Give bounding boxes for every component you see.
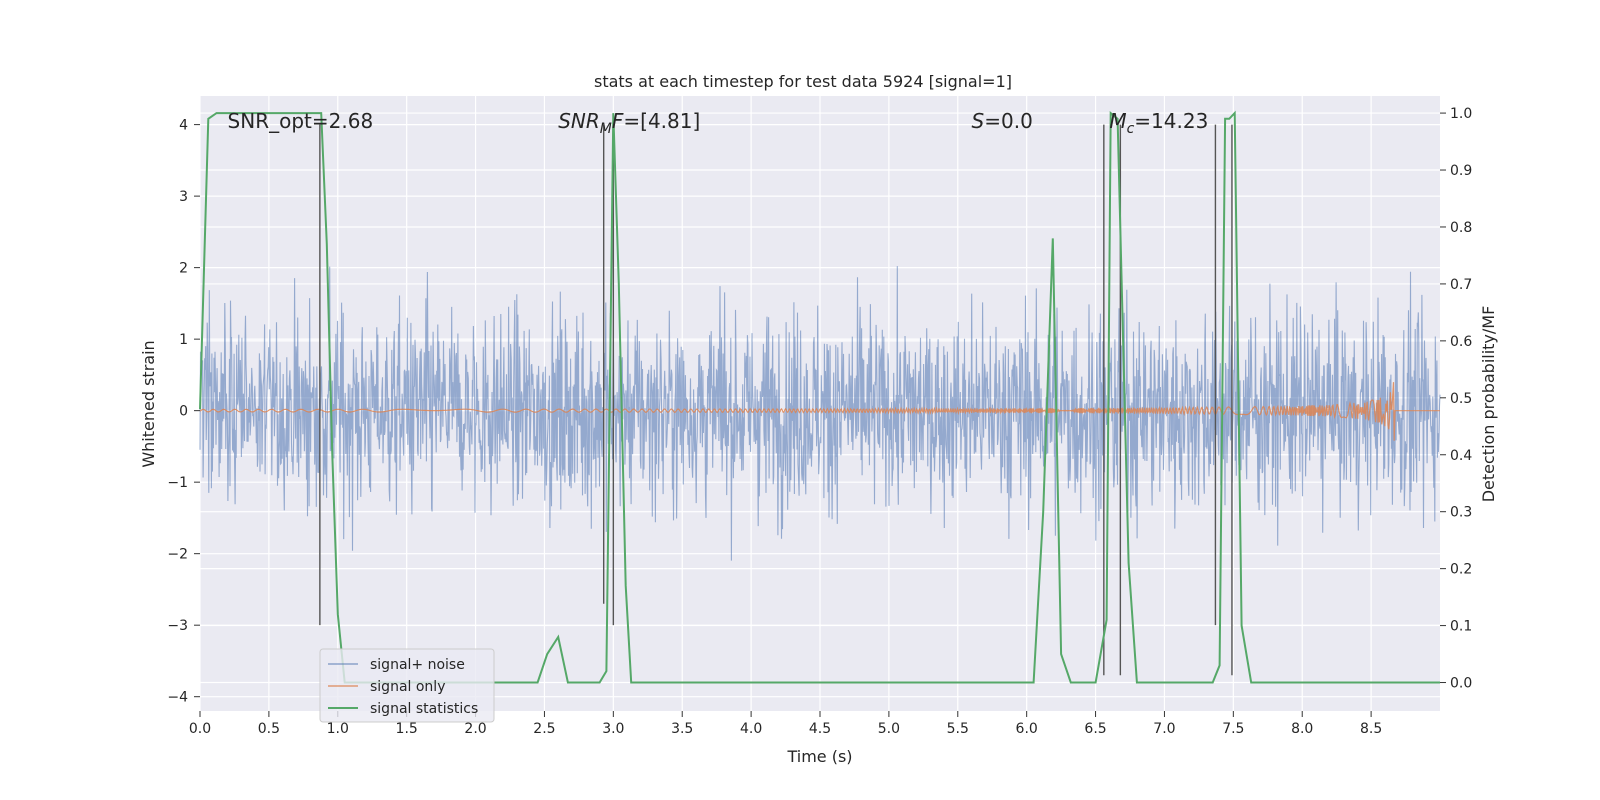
annotation-text: SNR_opt=2.68 — [228, 109, 374, 133]
signal-noise-line — [199, 266, 1441, 561]
y-left-tick-label: 2 — [179, 261, 188, 277]
annotation-value: =14.23 — [1134, 109, 1208, 133]
signal-only-series — [199, 382, 1440, 441]
annotations: SNR_opt=2.68 SNRMF=[4.81] S=0.0 Mc=14.23 — [228, 109, 1209, 137]
annotation-value: =0.0 — [984, 109, 1033, 133]
y-left-tick-label: 4 — [179, 118, 188, 134]
x-tick-label: 5.5 — [947, 721, 969, 737]
x-tick-label: 2.0 — [464, 721, 486, 737]
x-tick-label: 1.5 — [396, 721, 418, 737]
chart-title: stats at each timestep for test data 592… — [594, 72, 1012, 91]
y-left-tick-label: 0 — [179, 404, 188, 420]
annotation-value: =[4.81] — [623, 109, 700, 133]
y-right-tick-label: 0.0 — [1450, 676, 1472, 692]
y-right-tick-label: 1.0 — [1450, 106, 1472, 122]
signal-statistics-line — [199, 110, 1440, 684]
x-tick-label: 3.5 — [671, 721, 693, 737]
y-left-tick-label: 3 — [179, 189, 188, 205]
annotation-1: SNRMF=[4.81] — [558, 109, 700, 137]
annotation-italic-2: F — [612, 109, 624, 133]
y-right-tick-label: 0.3 — [1450, 505, 1472, 521]
annotation-sub: c — [1127, 121, 1135, 137]
x-axis-label: Time (s) — [786, 747, 852, 766]
y-left-tick-label: −4 — [167, 690, 188, 706]
vertical-markers — [319, 124, 1233, 676]
y-axis-right-label: Detection probability/MF — [1479, 306, 1498, 503]
y-right-tick-label: 0.1 — [1450, 619, 1472, 635]
annotation-0: SNR_opt=2.68 — [228, 109, 374, 133]
annotation-italic: S — [972, 109, 985, 133]
x-tick-label: 6.5 — [1084, 721, 1106, 737]
y-right-tick-label: 0.8 — [1450, 220, 1472, 236]
signal-statistics-series — [199, 110, 1440, 684]
y-axis-left: 4 3 2 1 0 −1 −2 −3 −4 — [167, 118, 200, 706]
x-tick-label: 4.0 — [740, 721, 762, 737]
legend-box — [319, 648, 495, 723]
y-left-tick-label: −3 — [167, 618, 188, 634]
x-tick-label: 7.5 — [1222, 721, 1244, 737]
y-right-tick-label: 0.6 — [1450, 334, 1472, 350]
x-tick-label: 1.0 — [327, 721, 349, 737]
y-right-tick-label: 0.4 — [1450, 448, 1472, 464]
y-left-tick-label: −1 — [167, 475, 188, 491]
x-axis: 0.0 0.5 1.0 1.5 2.0 2.5 3.0 3.5 4.0 4.5 5.0 5.5 6.0 6… — [189, 711, 1382, 737]
x-tick-label: 4.5 — [809, 721, 831, 737]
grid — [199, 96, 1440, 711]
signal-noise-series — [199, 266, 1441, 561]
annotation-3: Mc=14.23 — [1109, 109, 1208, 137]
signal-only-line — [199, 382, 1440, 441]
annotation-2: S=0.0 — [972, 109, 1033, 133]
x-tick-label: 5.0 — [878, 721, 900, 737]
y-right-tick-label: 0.2 — [1450, 562, 1472, 578]
x-tick-label: 8.0 — [1291, 721, 1313, 737]
x-tick-label: 2.5 — [533, 721, 555, 737]
x-tick-label: 0.0 — [189, 721, 211, 737]
y-right-tick-label: 0.7 — [1450, 277, 1472, 293]
legend-label: signal statistics — [370, 701, 478, 717]
y-right-tick-label: 0.9 — [1450, 163, 1472, 179]
y-left-tick-label: 1 — [179, 332, 188, 348]
legend-label: signal only — [370, 679, 445, 695]
x-tick-label: 6.0 — [1016, 721, 1038, 737]
annotation-italic: M — [1109, 109, 1126, 133]
y-right-tick-label: 0.5 — [1450, 391, 1472, 407]
annotation-italic: SNR — [558, 109, 600, 133]
x-tick-label: 0.5 — [258, 721, 280, 737]
y-left-tick-label: −2 — [167, 547, 188, 563]
y-axis-left-label: Whitened strain — [139, 340, 158, 467]
x-tick-label: 8.5 — [1360, 721, 1382, 737]
annotation-sub: M — [600, 121, 612, 137]
x-tick-label: 7.0 — [1153, 721, 1175, 737]
y-axis-right: 1.0 0.9 0.8 0.7 0.6 0.5 0.4 0.3 0.2 0.1 0.0 — [1440, 106, 1472, 692]
x-tick-label: 3.0 — [602, 721, 624, 737]
legend: signal+ noise signal only signal statistic… — [319, 648, 495, 723]
legend-label: signal+ noise — [370, 657, 465, 673]
